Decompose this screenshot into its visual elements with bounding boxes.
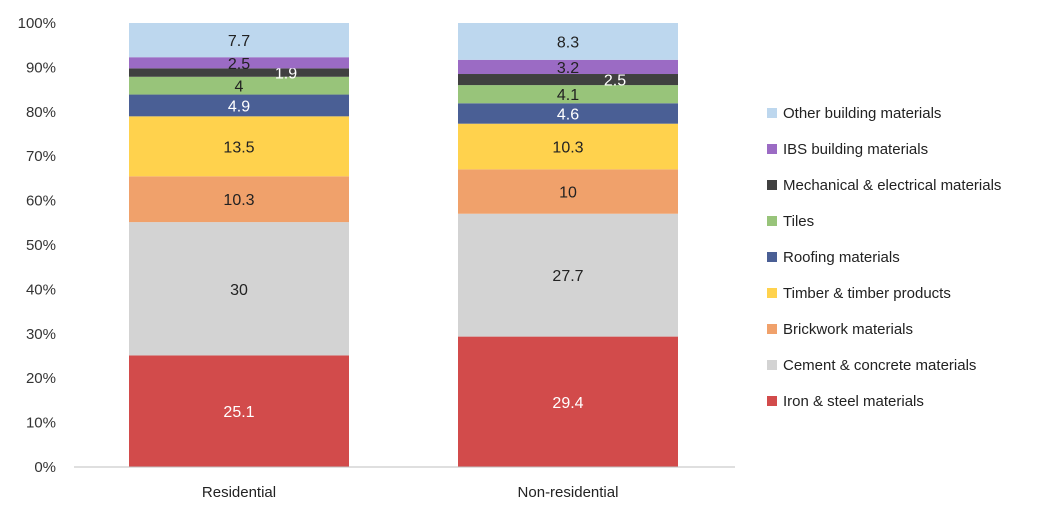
bar-segment <box>458 59 678 75</box>
legend-swatch <box>767 252 777 262</box>
data-label: 2.5 <box>228 56 250 73</box>
legend-label: Timber & timber products <box>783 285 951 302</box>
legend-label: Cement & concrete materials <box>783 357 976 374</box>
data-label: 4.6 <box>557 106 579 123</box>
legend-label: Mechanical & electrical materials <box>783 177 1001 194</box>
legend-label: Other building materials <box>783 105 941 122</box>
bar-segment <box>129 57 349 69</box>
bar-segment <box>129 94 349 117</box>
legend: Other building materials IBS building mat… <box>767 105 1001 410</box>
legend-swatch <box>767 288 777 298</box>
bar-segment <box>129 116 349 177</box>
y-tick-label: 0% <box>34 459 56 476</box>
x-category-label: Residential <box>202 484 276 501</box>
data-label: 4 <box>235 79 244 96</box>
data-label: 1.9 <box>275 66 297 83</box>
bar-segment <box>458 85 678 104</box>
y-tick-label: 20% <box>26 370 56 387</box>
bar-segment <box>129 222 349 356</box>
y-tick-label: 90% <box>26 59 56 76</box>
legend-swatch <box>767 108 777 118</box>
legend-label: Iron & steel materials <box>783 393 924 410</box>
data-label: 29.4 <box>552 395 583 412</box>
data-label: 10 <box>559 185 577 202</box>
y-tick-label: 70% <box>26 148 56 165</box>
y-tick-label: 80% <box>26 104 56 121</box>
bar-segment <box>129 68 349 77</box>
legend-label: IBS building materials <box>783 141 928 158</box>
legend-swatch <box>767 360 777 370</box>
data-label: 10.3 <box>223 192 254 209</box>
legend-swatch <box>767 324 777 334</box>
legend-label: Brickwork materials <box>783 321 913 338</box>
data-label: 25.1 <box>223 404 254 421</box>
y-tick-label: 10% <box>26 415 56 432</box>
bars-area: 25.1 30 10.3 13.5 4.9 4 1.9 2.5 7.7 29.4 27.7 10 10.… <box>129 23 678 467</box>
bar-segment <box>129 23 349 58</box>
bar-segment <box>129 355 349 467</box>
y-tick-label: 50% <box>26 237 56 254</box>
legend-swatch <box>767 180 777 190</box>
data-label: 3.2 <box>557 60 579 77</box>
bar-segment <box>129 176 349 223</box>
y-tick-label: 40% <box>26 281 56 298</box>
x-axis: Residential Non-residential <box>74 466 735 501</box>
y-axis: 0% 10% 20% 30% 40% 50% 60% 70% 80% 90% 100% <box>18 15 56 476</box>
bar-segment <box>458 213 678 337</box>
legend-label: Roofing materials <box>783 249 900 266</box>
legend-swatch <box>767 216 777 226</box>
bar-segment <box>129 76 349 95</box>
data-label: 2.5 <box>604 73 626 90</box>
data-label: 4.9 <box>228 98 250 115</box>
data-label: 30 <box>230 282 248 299</box>
bar-segment <box>458 336 678 467</box>
bar-segment <box>458 23 678 60</box>
y-tick-label: 30% <box>26 326 56 343</box>
data-label: 10.3 <box>552 140 583 157</box>
legend-label: Tiles <box>783 213 814 230</box>
bar-segment <box>458 169 678 214</box>
legend-swatch <box>767 396 777 406</box>
data-label: 7.7 <box>228 33 250 50</box>
bar-segment <box>458 103 678 124</box>
data-label: 27.7 <box>552 268 583 285</box>
data-label: 13.5 <box>223 139 254 156</box>
bar-segment <box>458 123 678 170</box>
legend-swatch <box>767 144 777 154</box>
data-label: 4.1 <box>557 87 579 104</box>
bar-segment <box>458 74 678 86</box>
data-label: 8.3 <box>557 34 579 51</box>
y-tick-label: 100% <box>18 15 56 32</box>
x-category-label: Non-residential <box>518 484 619 501</box>
y-tick-label: 60% <box>26 193 56 210</box>
